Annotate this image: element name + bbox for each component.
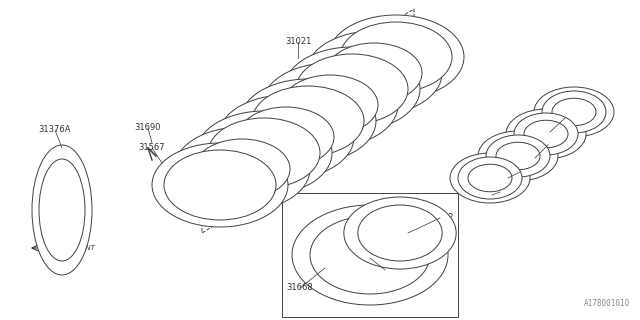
Ellipse shape	[292, 205, 448, 305]
Ellipse shape	[152, 143, 288, 227]
Ellipse shape	[32, 145, 92, 275]
Ellipse shape	[486, 135, 550, 177]
Ellipse shape	[208, 118, 320, 188]
Ellipse shape	[174, 127, 310, 211]
Ellipse shape	[282, 75, 378, 135]
Ellipse shape	[534, 87, 614, 137]
Ellipse shape	[496, 142, 540, 170]
Ellipse shape	[524, 120, 568, 148]
Text: 31376: 31376	[372, 266, 398, 275]
Ellipse shape	[326, 43, 422, 103]
Ellipse shape	[39, 159, 85, 261]
Ellipse shape	[296, 54, 408, 124]
Text: 31546: 31546	[535, 140, 561, 149]
Ellipse shape	[262, 63, 398, 147]
Ellipse shape	[196, 111, 332, 195]
Text: 31552: 31552	[427, 213, 453, 222]
Ellipse shape	[344, 197, 456, 269]
Ellipse shape	[284, 47, 420, 131]
Ellipse shape	[328, 15, 464, 99]
Ellipse shape	[164, 150, 276, 220]
Text: 31668: 31668	[287, 284, 314, 292]
Ellipse shape	[514, 113, 578, 155]
Ellipse shape	[450, 153, 530, 203]
Ellipse shape	[218, 95, 354, 179]
Ellipse shape	[552, 98, 596, 126]
Text: 31521: 31521	[487, 188, 513, 196]
Text: 31690: 31690	[135, 124, 161, 132]
Text: FRONT: FRONT	[72, 245, 96, 251]
Ellipse shape	[310, 216, 430, 294]
Ellipse shape	[542, 91, 606, 133]
Ellipse shape	[306, 31, 442, 115]
Ellipse shape	[340, 22, 452, 92]
Text: 31616: 31616	[552, 114, 579, 123]
Text: 31648: 31648	[507, 167, 533, 177]
Ellipse shape	[478, 131, 558, 181]
Text: 31376A: 31376A	[39, 125, 71, 134]
Text: 31021: 31021	[285, 37, 311, 46]
Ellipse shape	[194, 139, 290, 199]
Text: A178001010: A178001010	[584, 299, 630, 308]
Text: 31567: 31567	[139, 143, 165, 153]
Ellipse shape	[358, 205, 442, 261]
Bar	[282, 193, 458, 317]
Ellipse shape	[468, 164, 512, 192]
Ellipse shape	[506, 109, 586, 159]
Ellipse shape	[252, 86, 364, 156]
Ellipse shape	[240, 79, 376, 163]
Ellipse shape	[238, 107, 334, 167]
Ellipse shape	[458, 157, 522, 199]
